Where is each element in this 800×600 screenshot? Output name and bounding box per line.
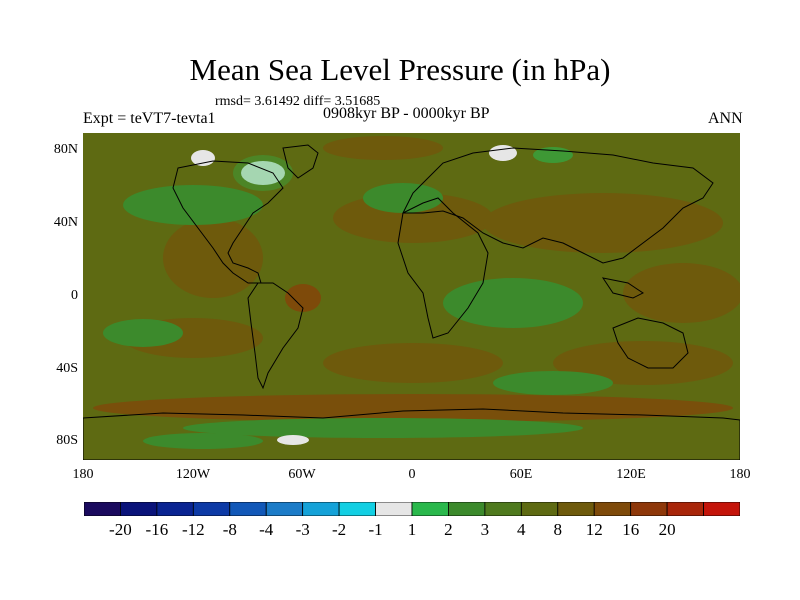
colorbar-swatch xyxy=(192,502,231,516)
lat-label: 80N xyxy=(53,142,78,157)
colorbar-swatch xyxy=(229,502,267,516)
stats-subtitle: rmsd= 3.61492 diff= 3.51685 xyxy=(215,94,381,109)
colorbar-swatch xyxy=(265,502,304,516)
colorbar-swatch xyxy=(703,502,740,516)
colorbar-label: 4 xyxy=(517,520,526,539)
colorbar-swatch xyxy=(156,502,194,516)
colorbar-swatch xyxy=(448,502,486,516)
lon-label: 60E xyxy=(509,467,533,482)
colorbar-label: -2 xyxy=(332,520,347,539)
colorbar-label: 16 xyxy=(622,520,640,539)
lon-label: 120E xyxy=(616,467,646,482)
lat-label: 80S xyxy=(56,433,78,448)
colorbar-swatch xyxy=(302,502,340,516)
lat-label: 0 xyxy=(71,288,78,303)
colorbar-swatch xyxy=(338,502,376,516)
colorbar-swatch xyxy=(120,502,158,516)
period-label: 0908kyr BP - 0000kyr BP xyxy=(323,105,490,122)
anomaly-patches xyxy=(93,136,740,449)
lon-label: 60W xyxy=(288,467,316,482)
lon-label: 180 xyxy=(729,467,751,482)
colorbar-label: 12 xyxy=(585,520,603,539)
colorbar-label: -1 xyxy=(368,520,383,539)
colorbar-label: -16 xyxy=(145,520,169,539)
colorbar-swatch xyxy=(84,502,121,516)
colorbar-label: -4 xyxy=(259,520,274,539)
colorbar-label: 2 xyxy=(444,520,453,539)
lat-label: 40S xyxy=(56,361,78,376)
colorbar-swatch xyxy=(484,502,522,516)
colorbar xyxy=(84,502,740,516)
colorbar-label: -3 xyxy=(295,520,310,539)
colorbar-swatch xyxy=(557,502,595,516)
map-title: Mean Sea Level Pressure (in hPa) xyxy=(189,52,611,87)
colorbar-label: 1 xyxy=(407,520,417,539)
lon-label: 0 xyxy=(408,467,416,482)
colorbar-swatch xyxy=(411,502,449,516)
lon-label: 120W xyxy=(175,467,211,482)
pressure-anomaly-map xyxy=(83,133,740,460)
colorbar-label: 3 xyxy=(480,520,490,539)
lon-label: 180 xyxy=(72,467,94,482)
season-label: ANN xyxy=(708,110,743,127)
colorbar-label: 20 xyxy=(658,520,676,539)
colorbar-label: 8 xyxy=(553,520,563,539)
colorbar-swatch xyxy=(375,502,413,516)
colorbar-swatch xyxy=(520,502,559,516)
colorbar-label: -20 xyxy=(109,520,132,539)
colorbar-label: -8 xyxy=(222,520,237,539)
colorbar-swatch xyxy=(630,502,668,516)
lat-label: 40N xyxy=(53,215,78,230)
experiment-label: Expt = teVT7-tevta1 xyxy=(83,110,216,127)
colorbar-label: -12 xyxy=(181,520,205,539)
coastlines xyxy=(83,144,740,460)
colorbar-swatch xyxy=(593,502,632,516)
colorbar-swatch xyxy=(666,502,704,516)
